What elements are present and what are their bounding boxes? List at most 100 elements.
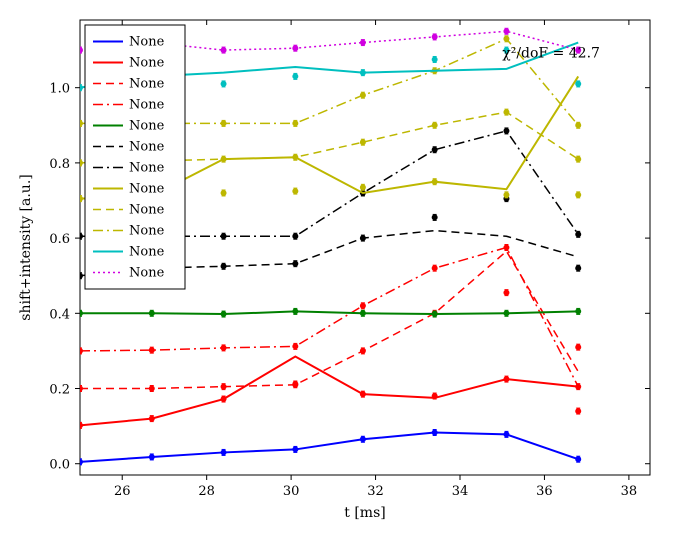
legend-label: None [129,182,165,197]
data-point [503,28,509,34]
data-point [360,92,366,98]
x-tick-label: 36 [536,484,553,499]
data-point [221,120,227,126]
data-point [503,290,509,296]
data-point [360,184,366,190]
data-point [503,245,509,251]
legend-label: None [129,161,165,176]
data-point [360,40,366,46]
legend-label: None [129,245,165,260]
data-point [221,47,227,53]
y-tick-label: 0.6 [49,232,70,247]
data-point [221,345,227,351]
data-point [503,192,509,198]
data-point [221,396,227,402]
data-point [575,265,581,271]
data-point [432,430,438,436]
legend-label: None [129,77,165,92]
data-point [221,156,227,162]
data-point [221,81,227,87]
legend-label: None [129,203,165,218]
data-point [77,196,83,202]
data-point [77,273,83,279]
data-point [292,446,298,452]
data-point [292,261,298,267]
data-point [360,310,366,316]
x-tick-label: 30 [283,484,300,499]
data-point [221,311,227,317]
line-chart: 262830323436380.00.20.40.60.81.0t [ms]sh… [0,0,683,533]
y-tick-label: 0.8 [49,157,70,172]
data-point [503,376,509,382]
data-point [292,154,298,160]
data-point [575,156,581,162]
data-point [149,416,155,422]
data-point [221,233,227,239]
data-point [432,393,438,399]
data-point [432,34,438,40]
legend-label: None [129,35,165,50]
chart-container: 262830323436380.00.20.40.60.81.0t [ms]sh… [0,0,683,533]
data-point [432,311,438,317]
data-point [503,109,509,115]
data-point [575,231,581,237]
legend-label: None [129,56,165,71]
data-point [432,122,438,128]
y-axis-label: shift+intensity [a.u.] [18,174,34,320]
data-point [292,343,298,349]
data-point [292,73,298,79]
data-point [292,308,298,314]
y-tick-label: 0.4 [49,307,70,322]
data-point [575,122,581,128]
legend-label: None [129,98,165,113]
data-point [292,233,298,239]
legend-label: None [129,224,165,239]
legend-label: None [129,266,165,281]
data-point [575,384,581,390]
data-point [575,81,581,87]
data-point [360,348,366,354]
x-tick-label: 38 [621,484,638,499]
data-point [432,56,438,62]
data-point [575,344,581,350]
data-point [77,47,83,53]
legend-label: None [129,119,165,134]
x-tick-label: 28 [198,484,215,499]
data-point [360,235,366,241]
data-point [432,147,438,153]
data-point [360,70,366,76]
data-point [221,190,227,196]
data-point [292,120,298,126]
data-point [360,303,366,309]
series-line [80,357,578,426]
y-tick-label: 1.0 [49,82,70,97]
data-point [575,192,581,198]
data-point [221,449,227,455]
data-point [575,308,581,314]
x-axis-label: t [ms] [344,505,385,521]
data-point [432,179,438,185]
data-point [77,120,83,126]
data-point [432,265,438,271]
data-point [149,454,155,460]
data-point [360,436,366,442]
data-point [575,408,581,414]
data-point [503,36,509,42]
data-point [360,139,366,145]
data-point [221,263,227,269]
legend-label: None [129,140,165,155]
data-point [149,347,155,353]
data-point [575,456,581,462]
data-point [503,128,509,134]
data-point [432,214,438,220]
data-point [292,382,298,388]
data-point [292,45,298,51]
x-tick-label: 26 [114,484,131,499]
data-point [149,310,155,316]
chi2-annotation: χ²/doF = 42.7 [502,46,600,62]
data-point [360,391,366,397]
x-tick-label: 34 [452,484,469,499]
data-point [503,310,509,316]
data-point [77,348,83,354]
data-point [77,422,83,428]
